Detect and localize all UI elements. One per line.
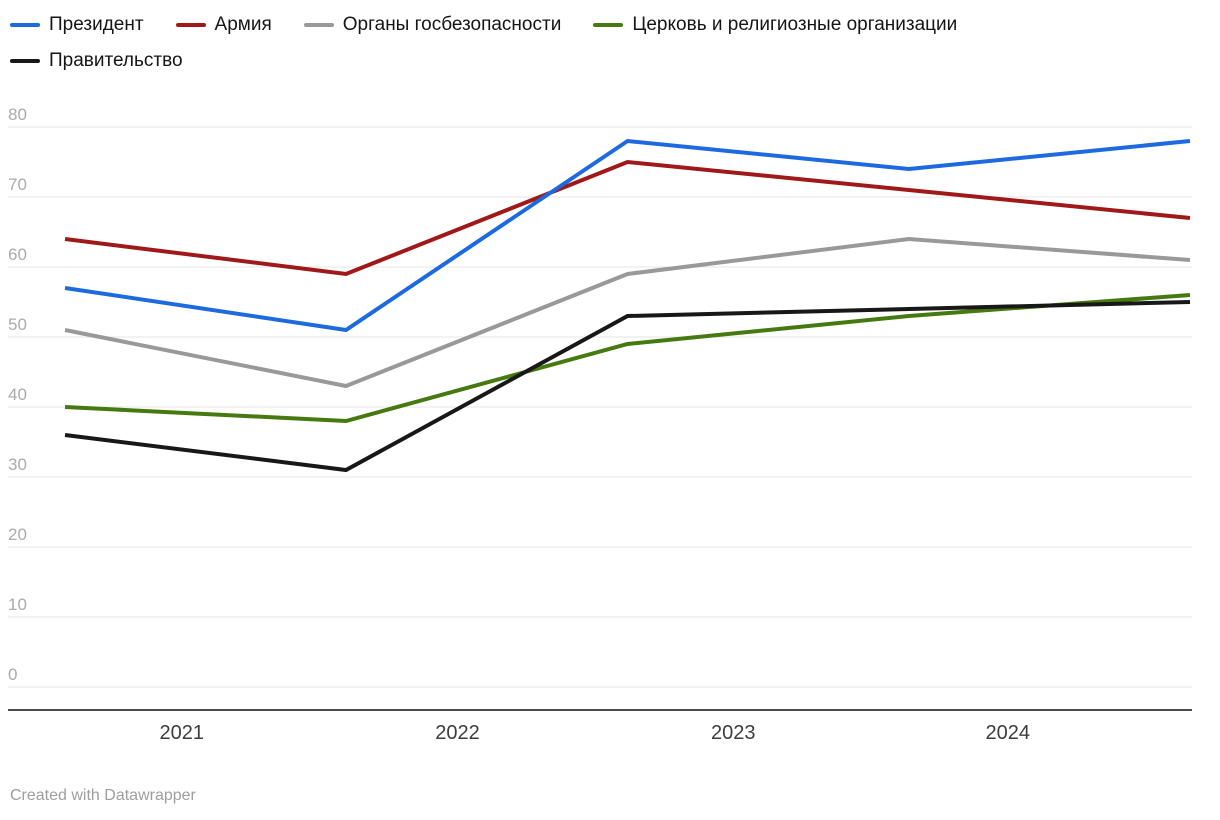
series-lines — [64, 138, 1191, 473]
legend-swatch — [593, 23, 624, 27]
legend-label: Президент — [49, 14, 144, 35]
legend-swatch — [10, 59, 40, 63]
x-tick-label: 2022 — [435, 722, 480, 744]
x-tick-label: 2023 — [711, 722, 756, 744]
y-tick-label: 80 — [8, 105, 27, 124]
gridlines — [8, 126, 1192, 688]
legend-swatch — [303, 23, 334, 27]
y-tick-label: 20 — [8, 525, 27, 544]
y-tick-label: 50 — [8, 315, 27, 334]
series-line-4 — [64, 300, 1191, 473]
series-line-2 — [64, 236, 1191, 389]
y-tick-label: 10 — [8, 595, 27, 614]
y-tick-label: 0 — [8, 665, 17, 684]
legend-item: Армия — [175, 14, 272, 36]
y-tick-label: 60 — [8, 245, 27, 264]
x-tick-label: 2021 — [160, 722, 205, 744]
y-axis-labels: 0 10 20 30 40 50 60 70 80 — [8, 105, 27, 684]
legend-label: Церковь и религиозные организации — [632, 14, 958, 35]
legend-item: Церковь и религиозные организации — [593, 14, 957, 36]
attribution-text: Created with Datawrapper — [10, 787, 196, 804]
legend-label: Органы госбезопасности — [342, 14, 562, 35]
legend-item: Правительство — [10, 50, 183, 72]
legend-row: Президент Армия Органы госбезопасности Церк… — [10, 14, 957, 36]
legend-swatch — [10, 23, 40, 27]
y-tick-label: 70 — [8, 175, 27, 194]
legend-item: Органы госбезопасности — [303, 14, 562, 36]
x-axis-labels: 2021 2022 2023 2024 — [160, 722, 1030, 744]
series-line-0 — [64, 138, 1191, 333]
y-tick-label: 40 — [8, 385, 27, 404]
legend-label: Правительство — [49, 50, 183, 71]
series-line-1 — [64, 159, 1191, 277]
series-line-3 — [64, 293, 1191, 424]
legend-item: Президент — [10, 14, 144, 36]
legend-label: Армия — [214, 14, 272, 35]
legend: Президент Армия Органы госбезопасности Церк… — [10, 14, 957, 72]
y-tick-label: 30 — [8, 455, 27, 474]
x-tick-label: 2024 — [985, 722, 1030, 744]
legend-swatch — [175, 23, 206, 27]
legend-row: Правительство — [10, 50, 957, 72]
